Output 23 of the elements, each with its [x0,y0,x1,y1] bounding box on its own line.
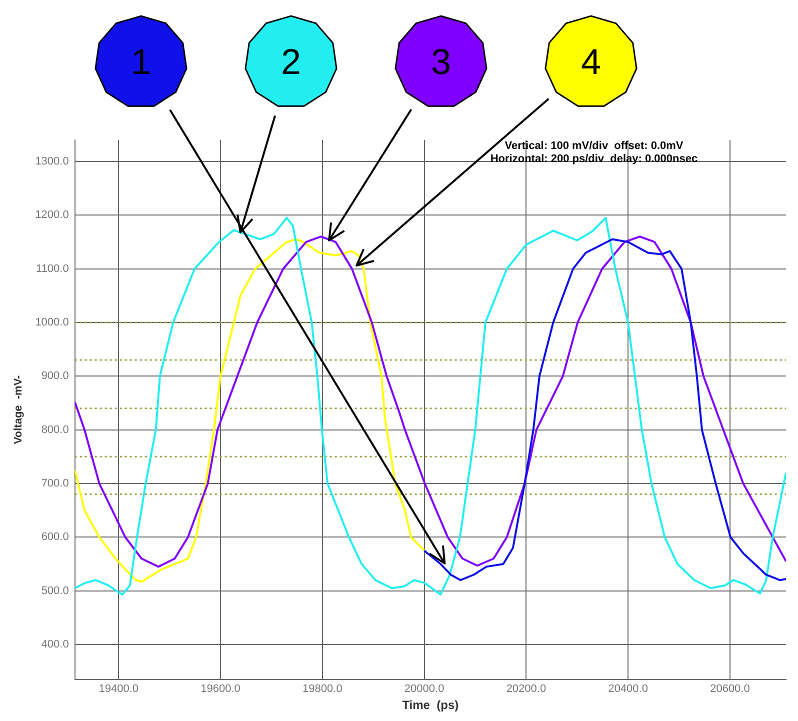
y-tick-label: 900.0 [41,370,69,382]
x-tick-label: 19800.0 [302,683,342,696]
x-tick-label: 20000.0 [404,683,444,696]
y-tick-label: 600.0 [41,531,69,544]
y-tick-label: 400.0 [41,638,69,651]
x-tick-label: 19400.0 [98,683,139,696]
y-tick-label: 1000.0 [35,316,69,329]
y-tick-label: 1200.0 [35,209,69,222]
y-tick-label: 1100.0 [36,262,69,275]
annotation: 4 [580,40,602,82]
y-tick-label: 1300.0 [35,156,69,168]
y-axis-title: Voltage -mV- [12,374,25,444]
x-tick-label: 20200.0 [506,683,546,696]
x-axis-title: Time (ps) [402,698,459,712]
y-tick-label: 800.0 [41,424,69,436]
y-tick-label: 500.0 [41,584,69,597]
x-tick-label: 20600.0 [710,683,750,696]
y-tick-label: 700.0 [41,478,69,490]
annotation: 1 [130,40,152,82]
annotation: 2 [280,40,302,82]
annotation: 3 [430,40,452,82]
x-tick-label: 19600.0 [200,683,240,696]
x-tick-label: 20400.0 [608,683,648,696]
